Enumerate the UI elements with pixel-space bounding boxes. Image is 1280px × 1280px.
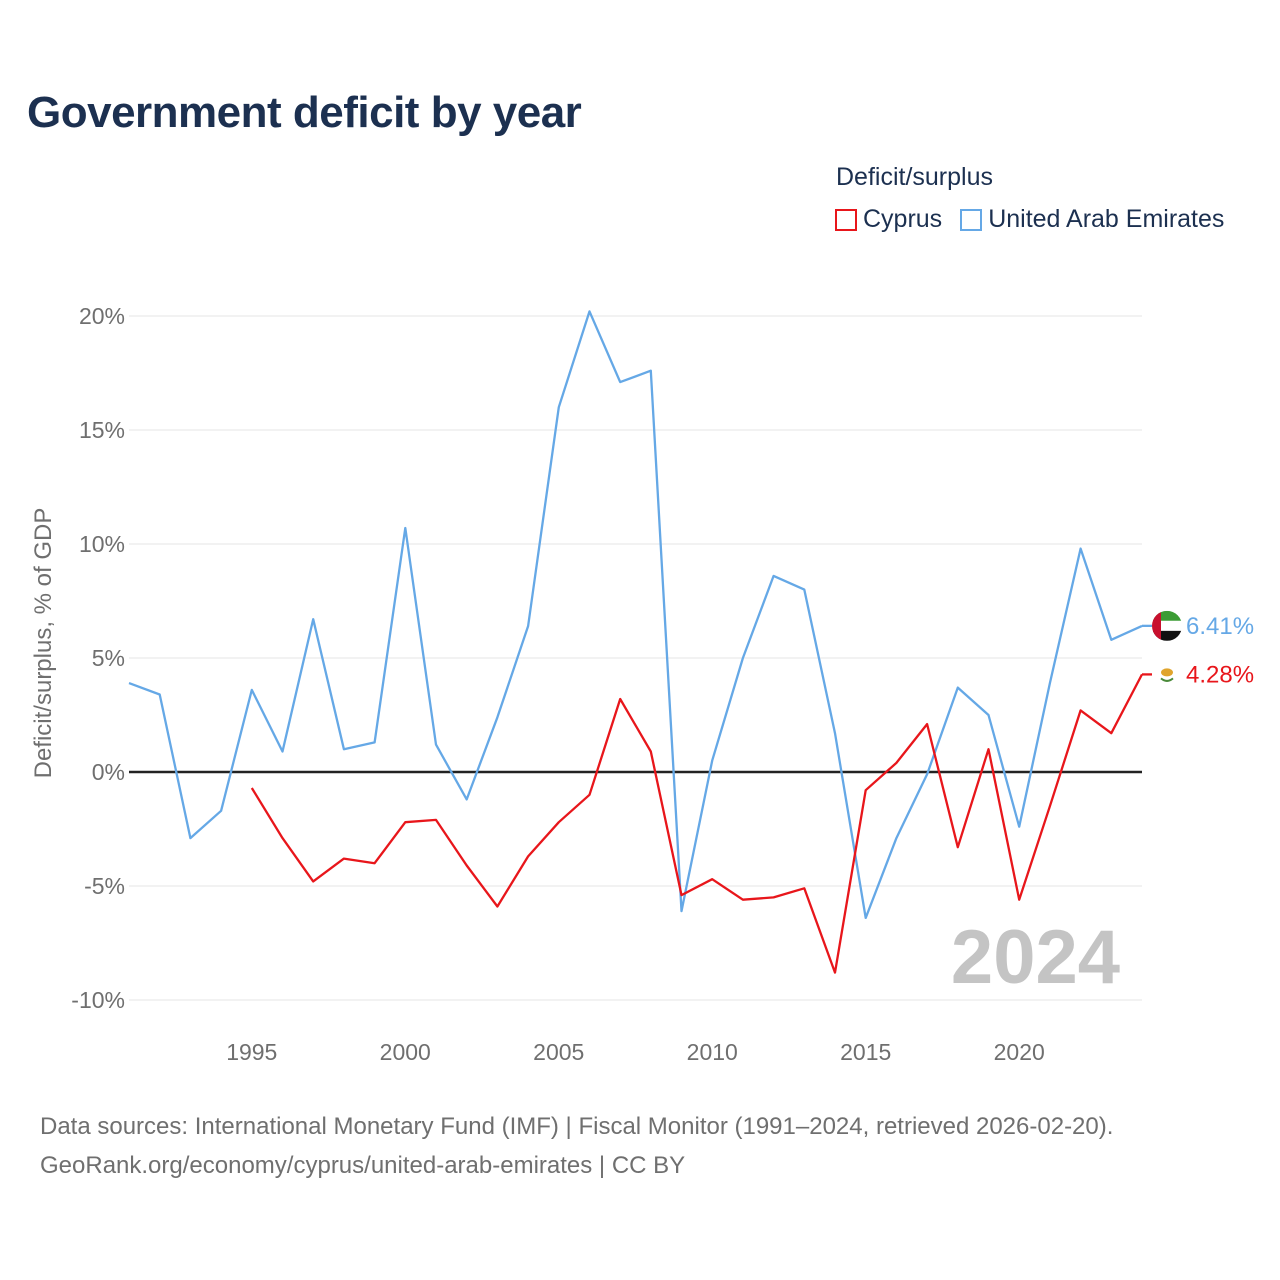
line-chart: -10% -5% 0% 5% 10% 15% 20% 1995 2000 2005 2010 201… xyxy=(30,303,1254,1065)
y-tick-label: 10% xyxy=(79,531,125,557)
legend-item-cyprus[interactable]: Cyprus xyxy=(835,205,942,234)
series-lines xyxy=(128,310,1144,974)
x-tick-label: 2020 xyxy=(994,1039,1045,1065)
y-tick-label: -5% xyxy=(84,873,125,899)
end-value-label: 4.28% xyxy=(1186,661,1254,688)
y-tick-label: -10% xyxy=(71,987,125,1013)
legend: Cyprus United Arab Emirates xyxy=(835,205,1224,234)
x-tick-label: 2000 xyxy=(380,1039,431,1065)
y-tick-label: 20% xyxy=(79,303,125,329)
united-arab-emirates-flag-icon xyxy=(1152,610,1182,641)
legend-title: Deficit/surplus xyxy=(836,163,993,191)
year-watermark: 2024 xyxy=(951,915,1120,1000)
grid-lines xyxy=(129,315,1142,1001)
cyprus-flag-icon xyxy=(1152,659,1182,690)
x-tick-label: 2010 xyxy=(687,1039,738,1065)
series-line-cyprus[interactable] xyxy=(250,673,1144,974)
y-tick-label: 5% xyxy=(92,645,125,671)
y-axis-ticks: -10% -5% 0% 5% 10% 15% 20% xyxy=(71,303,125,1013)
end-value-label: 6.41% xyxy=(1186,613,1254,640)
legend-swatch-cyprus xyxy=(835,208,857,231)
series-line-united-arab-emirates[interactable] xyxy=(128,310,1143,920)
source-url[interactable]: GeoRank.org/economy/cyprus/united-arab-e… xyxy=(40,1152,686,1179)
end-labels: 6.41% 4.28% xyxy=(1142,610,1254,690)
chart-title: Government deficit by year xyxy=(27,88,582,137)
legend-item-uae[interactable]: United Arab Emirates xyxy=(960,205,1224,234)
x-tick-label: 2015 xyxy=(840,1039,891,1065)
y-axis-label: Deficit/surplus, % of GDP xyxy=(30,508,57,779)
x-axis-ticks: 1995 2000 2005 2010 2015 2020 xyxy=(226,1039,1045,1065)
source-text: Data sources: International Monetary Fun… xyxy=(40,1113,1114,1140)
y-tick-label: 0% xyxy=(92,759,125,785)
x-tick-label: 1995 xyxy=(226,1039,277,1065)
legend-label-uae: United Arab Emirates xyxy=(988,205,1225,233)
y-tick-label: 15% xyxy=(79,417,125,443)
footer: Data sources: International Monetary Fun… xyxy=(40,1107,1113,1185)
legend-swatch-uae xyxy=(960,208,983,231)
x-tick-label: 2005 xyxy=(533,1039,584,1065)
legend-label-cyprus: Cyprus xyxy=(863,205,943,233)
